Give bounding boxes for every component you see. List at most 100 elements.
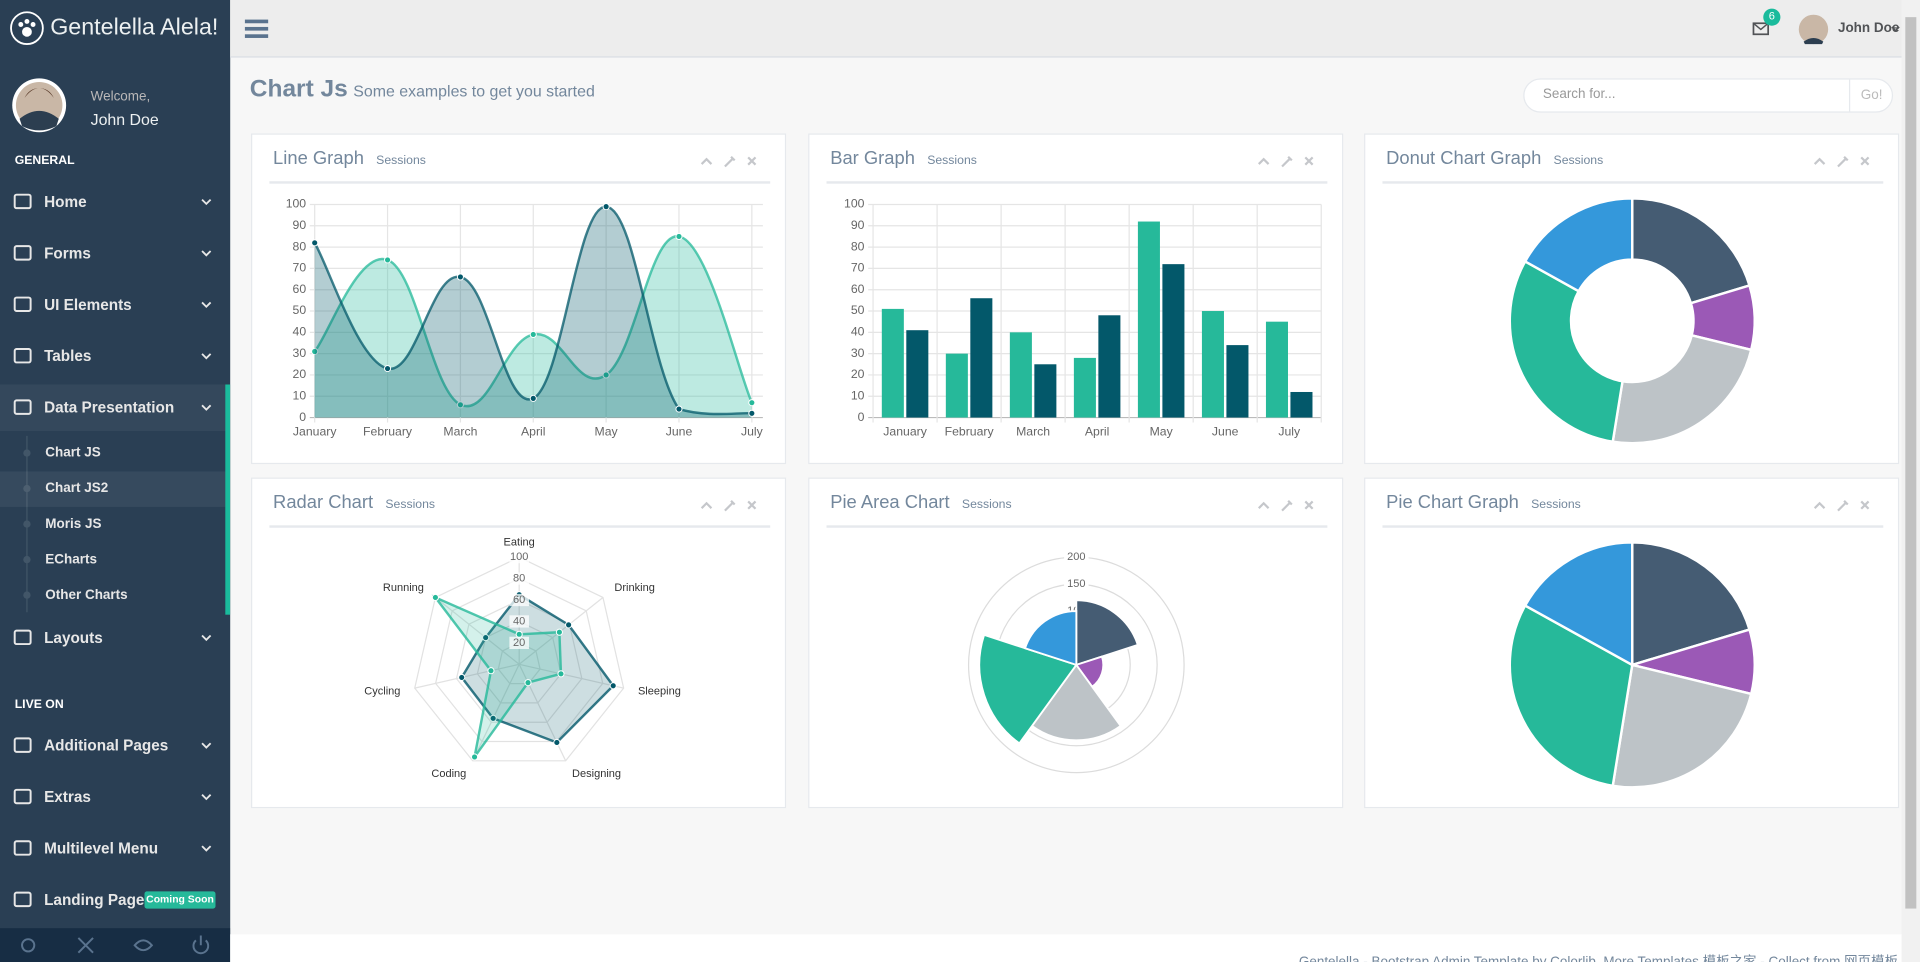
point	[524, 679, 532, 687]
profile-hair	[24, 88, 54, 98]
brand-logo[interactable]	[10, 11, 44, 46]
x-tick-label: January	[883, 424, 927, 438]
menu-item[interactable]: Data Presentation	[0, 384, 230, 431]
menu-label: Layouts	[44, 629, 103, 647]
menu-icon	[13, 348, 32, 364]
menu-icon	[13, 737, 32, 753]
submenu-item[interactable]: ECharts	[0, 542, 225, 578]
menu-item[interactable]: UI Elements	[0, 282, 230, 329]
close-icon[interactable]	[1304, 156, 1314, 166]
point	[311, 239, 319, 247]
menu-item[interactable]: Multilevel Menu	[0, 825, 230, 872]
footer-text[interactable]: Gentelella - Bootstrap Admin Template by…	[1299, 951, 1898, 962]
submenu-item[interactable]: Chart JS2	[0, 471, 225, 507]
brand[interactable]: Gentelella Alela!	[50, 14, 219, 41]
x-tick-label: February	[363, 424, 413, 438]
submenu-item[interactable]: Other Charts	[0, 577, 225, 613]
point	[602, 203, 610, 211]
slice	[1611, 333, 1753, 445]
settings-icon[interactable]	[724, 500, 736, 512]
close-icon[interactable]	[1304, 500, 1314, 510]
point	[748, 399, 756, 407]
panel-subtitle: Sessions	[961, 498, 1012, 512]
submenu-dot	[23, 520, 31, 528]
spoke	[435, 597, 520, 665]
panel-title: Donut Chart Graph Sessions	[1386, 148, 1603, 169]
menu-label: Home	[44, 193, 87, 211]
settings-icon[interactable]	[724, 155, 736, 168]
settings-icon[interactable]	[21, 938, 36, 953]
point	[471, 753, 479, 761]
chart: 0 10 20 30 40 50 60 70 80 90 100 January February Mar…	[844, 155, 1322, 438]
collapse-icon[interactable]	[1257, 157, 1270, 165]
grid-ring	[455, 599, 583, 723]
point	[675, 405, 683, 413]
menu-item[interactable]: Layouts	[0, 615, 230, 662]
y-tick-label: 30	[851, 346, 865, 360]
tick-backdrop	[509, 615, 529, 628]
collapse-icon[interactable]	[1813, 157, 1826, 165]
submenu-dot	[23, 555, 31, 564]
search-button[interactable]: Go!	[1848, 79, 1893, 112]
footer: Gentelella - Bootstrap Admin Template by…	[230, 934, 1902, 962]
menu-item[interactable]: Home	[0, 179, 230, 226]
point	[675, 232, 683, 241]
chevron	[201, 845, 212, 852]
panel-title-text: Pie Area Chart	[830, 492, 950, 514]
panel-subtitle: Sessions	[927, 154, 977, 168]
user-avatar[interactable]	[1798, 14, 1829, 45]
close-icon[interactable]	[747, 156, 757, 166]
panel: Pie Chart Graph Sessions	[1364, 477, 1900, 809]
chevron	[201, 250, 212, 257]
menu-item[interactable]: Forms	[0, 230, 230, 277]
menu-item[interactable]: Tables	[0, 333, 230, 380]
collapse-icon[interactable]	[1813, 501, 1826, 509]
submenu-item[interactable]: Chart JS	[0, 435, 225, 471]
scroll-thumb[interactable]	[1905, 17, 1917, 909]
point	[565, 621, 573, 629]
panel-title: Line Graph Sessions	[273, 148, 426, 169]
mail-icon[interactable]	[1752, 22, 1770, 36]
logout-icon[interactable]	[192, 935, 210, 955]
settings-icon[interactable]	[1837, 155, 1849, 168]
x-tick-label: March	[443, 424, 477, 438]
chevron	[201, 198, 212, 206]
collapse-icon[interactable]	[700, 157, 713, 165]
axis-label: Running	[383, 582, 424, 594]
x-tick-label: July	[1278, 424, 1301, 438]
submenu-item[interactable]: Moris JS	[0, 506, 225, 542]
y-tick-label: 20	[293, 367, 307, 381]
point	[529, 394, 537, 402]
lock-icon[interactable]	[133, 939, 154, 952]
search-input[interactable]: Search for...	[1542, 86, 1616, 102]
menu-item[interactable]: Landing Page	[0, 877, 230, 924]
tick-backdrop	[509, 572, 529, 585]
top-nav-art	[244, 8, 1900, 45]
menu-toggle[interactable]	[244, 19, 269, 38]
close-icon[interactable]	[1860, 500, 1870, 510]
panel-subtitle: Sessions	[385, 498, 436, 512]
settings-icon[interactable]	[1281, 155, 1293, 168]
close-icon[interactable]	[1860, 156, 1870, 166]
menu-label: Data Presentation	[44, 399, 175, 417]
settings-icon[interactable]	[1837, 500, 1849, 512]
paw	[22, 26, 32, 37]
panel-tools	[1257, 500, 1314, 512]
sidebar-art	[0, 11, 231, 962]
collapse-icon[interactable]	[700, 501, 713, 509]
user-menu[interactable]: John Doe	[1837, 20, 1900, 36]
tick-backdrop	[1064, 577, 1089, 591]
menu-item[interactable]: Extras	[0, 774, 230, 821]
settings-icon[interactable]	[1281, 500, 1293, 512]
fullscreen-icon[interactable]	[77, 937, 94, 954]
menu-item[interactable]: Additional Pages	[0, 722, 230, 769]
tick-backdrop	[509, 593, 529, 607]
divider	[826, 181, 1328, 184]
scrollbar[interactable]	[1901, 0, 1920, 962]
collapse-icon[interactable]	[1257, 501, 1270, 509]
close-icon[interactable]	[747, 500, 757, 510]
radar-area	[431, 594, 563, 758]
y-tick-label: 20	[851, 367, 865, 381]
badge-bg	[144, 891, 216, 909]
panel-tools	[1813, 155, 1870, 168]
